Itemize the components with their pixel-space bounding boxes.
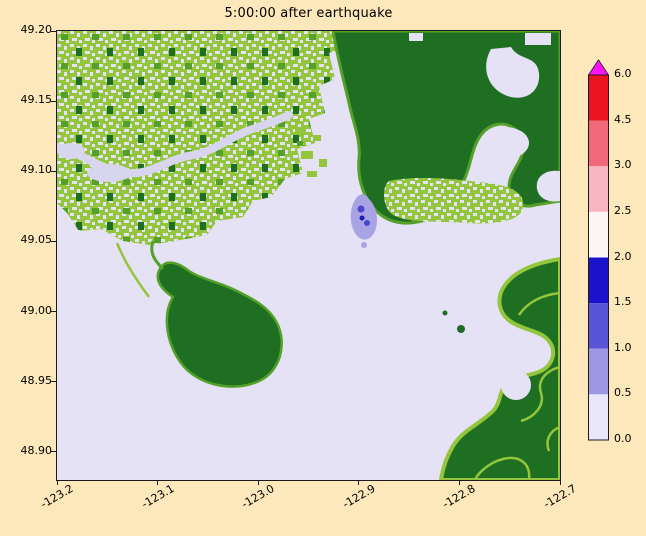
- y-tick-label: 49.15: [20, 93, 53, 107]
- y-tick-label: 48.90: [20, 443, 53, 457]
- colorbar-tick-label: 4.5: [614, 112, 632, 126]
- x-tick-mark: [157, 481, 159, 485]
- y-tick-mark: [51, 170, 56, 172]
- river: [57, 111, 293, 182]
- island: [457, 325, 465, 333]
- y-tick-label: 49.10: [20, 163, 53, 177]
- x-tick-label: -122.9: [340, 482, 378, 511]
- y-tick-mark: [51, 451, 56, 453]
- colorbar-tick-label: 6.0: [614, 67, 632, 80]
- colorbar-tick-label: 0.5: [614, 386, 632, 400]
- colorbar-segment: [588, 257, 609, 304]
- x-tick-label: -122.8: [440, 482, 478, 511]
- x-tick-label: -122.7: [541, 482, 579, 511]
- colorbar-segment: [588, 394, 609, 440]
- y-tick-label: 49.20: [20, 23, 53, 36]
- colorbar-tick-label: 2.5: [614, 203, 632, 217]
- y-tick-label: 49.05: [20, 233, 53, 247]
- x-tick-label: -123.2: [38, 482, 76, 511]
- plot-title: 5:00:00 after earthquake: [224, 6, 393, 21]
- highland-region-north: [331, 31, 560, 225]
- highland-region-southeast: [439, 257, 560, 480]
- colorbar: [588, 59, 609, 441]
- y-tick-mark: [51, 100, 56, 102]
- colorbar-tick-label: 0.0: [614, 432, 632, 445]
- x-tick-mark: [56, 481, 58, 485]
- colorbar-over-arrow: [588, 59, 609, 76]
- suburb-blocks: [295, 127, 327, 177]
- y-tick-label: 48.95: [20, 373, 53, 387]
- colorbar-segment: [588, 348, 609, 395]
- x-tick-mark: [559, 481, 561, 485]
- y-tick-label: 49.00: [20, 303, 53, 317]
- y-tick-mark: [51, 30, 56, 32]
- colorbar-segment: [588, 75, 609, 121]
- x-tick-mark: [458, 481, 460, 485]
- x-tick-label: -123.0: [239, 482, 277, 511]
- x-tick-mark: [358, 481, 360, 485]
- map-axes: [56, 30, 561, 481]
- x-tick-label: -123.1: [138, 482, 177, 511]
- colorbar-segment: [588, 303, 609, 349]
- flooded-area: [350, 194, 377, 248]
- colorbar-segment: [588, 166, 609, 212]
- upland-lake: [486, 47, 540, 98]
- peninsula-region: [115, 240, 283, 388]
- map-canvas: [57, 31, 560, 480]
- y-tick-mark: [51, 240, 56, 242]
- colorbar-segment: [588, 120, 609, 167]
- y-tick-mark: [51, 311, 56, 313]
- colorbar-tick-label: 1.0: [614, 340, 632, 354]
- colorbar-tick-label: 3.0: [614, 158, 632, 172]
- colorbar-segment: [588, 211, 609, 258]
- colorbar-outline: [588, 74, 609, 441]
- colorbar-tick-label: 2.0: [614, 249, 632, 263]
- colorbar-tick-label: 1.5: [614, 295, 632, 309]
- y-tick-mark: [51, 381, 56, 383]
- lowland-urban-region: [57, 31, 349, 245]
- x-tick-mark: [257, 481, 259, 485]
- islet: [442, 310, 448, 316]
